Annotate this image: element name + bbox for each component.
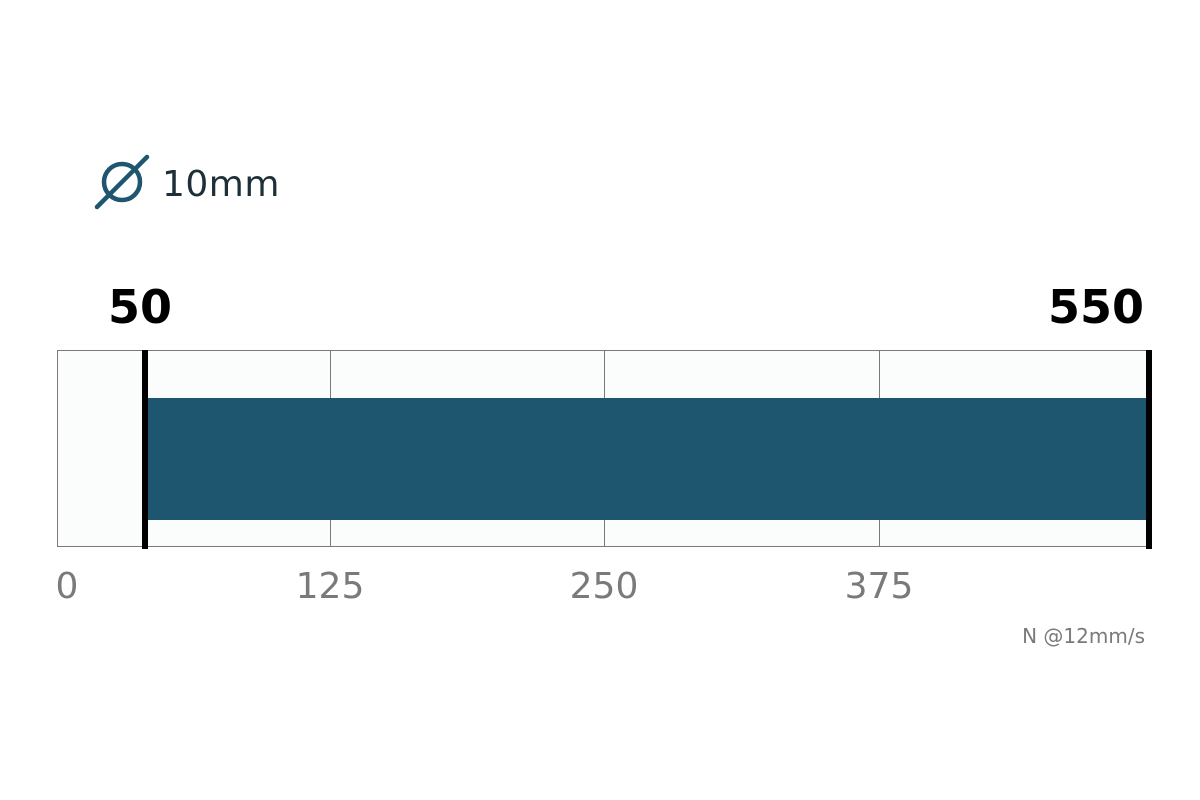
range-min-marker [142, 350, 148, 549]
tick-label: 125 [295, 566, 365, 607]
tick-label: 0 [55, 566, 79, 607]
range-bar [148, 398, 1146, 520]
unit-label: N @12mm/s [1022, 624, 1145, 648]
range-min-label: 50 [108, 280, 173, 334]
range-max-label: 550 [1047, 280, 1144, 334]
range-max-marker [1146, 350, 1152, 549]
tick-label: 375 [844, 566, 914, 607]
tick-label: 250 [569, 566, 639, 607]
diameter-label: 10mm [162, 164, 280, 205]
diameter-icon [94, 154, 150, 210]
